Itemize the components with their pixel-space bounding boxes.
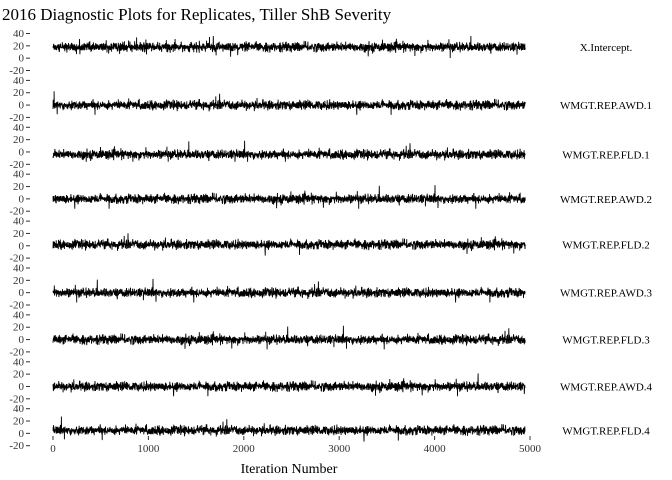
panels: -2002040X.Intercept.-2002040WMGT.REP.AWD… bbox=[9, 28, 652, 452]
series-label: WMGT.REP.FLD.4 bbox=[562, 425, 650, 437]
y-tick-label: 40 bbox=[13, 28, 25, 40]
y-tick-label: 20 bbox=[13, 275, 25, 287]
trace-line bbox=[52, 185, 526, 209]
y-tick-label: -20 bbox=[9, 346, 24, 358]
y-tick-label: 40 bbox=[13, 403, 25, 415]
y-tick-label: -20 bbox=[9, 393, 24, 405]
y-tick-label: 40 bbox=[13, 169, 25, 181]
series-label: X.Intercept. bbox=[580, 42, 633, 54]
y-tick-label: 20 bbox=[13, 134, 25, 146]
series-label: WMGT.REP.AWD.4 bbox=[560, 381, 653, 393]
x-tick-label: 1000 bbox=[137, 443, 160, 455]
x-tick-label: 2000 bbox=[233, 443, 256, 455]
y-tick-label: 0 bbox=[19, 240, 25, 252]
y-tick-label: 0 bbox=[19, 287, 25, 299]
y-tick-label: 40 bbox=[13, 216, 25, 228]
trace-line bbox=[52, 416, 526, 442]
y-tick-label: 20 bbox=[13, 40, 25, 52]
y-tick-label: 0 bbox=[19, 193, 25, 205]
x-tick-label: 0 bbox=[50, 443, 56, 455]
y-tick-label: -20 bbox=[9, 159, 24, 171]
y-tick-label: -20 bbox=[9, 253, 24, 265]
y-tick-label: 40 bbox=[13, 263, 25, 275]
y-tick-label: -20 bbox=[9, 440, 24, 452]
series-label: WMGT.REP.AWD.3 bbox=[560, 288, 653, 300]
y-tick-label: 20 bbox=[13, 228, 25, 240]
trace-line bbox=[52, 278, 526, 303]
y-tick-label: -20 bbox=[9, 206, 24, 218]
chart-title: 2016 Diagnostic Plots for Replicates, Ti… bbox=[2, 5, 392, 24]
y-tick-label: 0 bbox=[19, 334, 25, 346]
series-label: WMGT.REP.AWD.2 bbox=[560, 194, 652, 206]
x-tick-label: 5000 bbox=[519, 443, 542, 455]
trace-line bbox=[52, 35, 526, 59]
trace-line bbox=[52, 91, 526, 115]
y-tick-label: 0 bbox=[19, 428, 25, 440]
y-tick-label: -20 bbox=[9, 65, 24, 77]
x-tick-label: 4000 bbox=[424, 443, 447, 455]
y-tick-label: 40 bbox=[13, 309, 25, 321]
y-tick-label: 20 bbox=[13, 416, 25, 428]
trace-line bbox=[52, 325, 526, 350]
x-tick-label: 3000 bbox=[328, 443, 351, 455]
y-tick-label: 0 bbox=[19, 100, 25, 112]
y-tick-label: 0 bbox=[19, 53, 25, 65]
series-label: WMGT.REP.FLD.2 bbox=[562, 240, 650, 252]
y-tick-label: 40 bbox=[13, 356, 25, 368]
series-label: WMGT.REP.FLD.1 bbox=[562, 149, 650, 161]
series-label: WMGT.REP.AWD.1 bbox=[560, 100, 652, 112]
y-tick-label: 40 bbox=[13, 75, 25, 87]
trace-line bbox=[52, 140, 526, 162]
y-tick-label: -20 bbox=[9, 112, 24, 124]
y-tick-label: 20 bbox=[13, 87, 25, 99]
y-tick-label: 40 bbox=[13, 122, 25, 134]
y-tick-label: 20 bbox=[13, 322, 25, 334]
trace-line bbox=[52, 373, 526, 397]
y-tick-label: 20 bbox=[13, 369, 25, 381]
x-axis-label: Iteration Number bbox=[241, 462, 338, 477]
x-axis: 0 1000 2000 3000 4000 5000 bbox=[50, 436, 542, 455]
y-tick-label: -20 bbox=[9, 300, 24, 312]
y-tick-label: 0 bbox=[19, 146, 25, 158]
y-tick-label: 0 bbox=[19, 381, 25, 393]
series-label: WMGT.REP.FLD.3 bbox=[562, 335, 650, 347]
trace-line bbox=[52, 233, 526, 256]
y-tick-label: 20 bbox=[13, 181, 25, 193]
